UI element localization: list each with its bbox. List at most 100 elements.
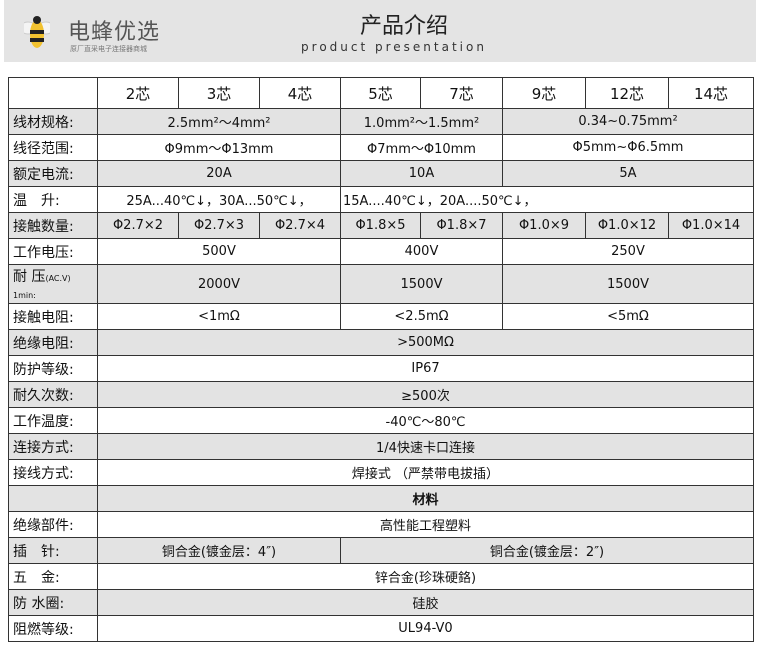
table-row: 阻燃等级: UL94-V0 — [8, 615, 754, 642]
spec-value: 15A....40℃↓，20A....50℃↓， — [340, 186, 754, 213]
brand-name: 电蜂优选 — [68, 20, 161, 45]
spec-value: <5mΩ — [502, 303, 754, 330]
row-label-text: 工作温度: — [13, 413, 74, 430]
row-label-text: 接触电阻: — [13, 309, 74, 326]
table-row: 材料 — [8, 485, 754, 512]
row-label-text: 绝缘部件: — [13, 517, 74, 534]
spec-value: IP67 — [97, 355, 754, 382]
bee-icon — [24, 16, 50, 48]
spec-value: 铜合金(镀金层：2″) — [340, 537, 754, 564]
row-label-text: 插 针: — [13, 543, 60, 560]
spec-value: 硅胶 — [97, 589, 754, 616]
table-row: 连接方式: 1/4快速卡口连接 — [8, 433, 754, 460]
spec-value: 500V — [97, 238, 341, 265]
row-label-text: 接线方式: — [13, 465, 74, 482]
row-label: 接触电阻: — [8, 303, 98, 330]
spec-table: 2芯 3芯 4芯 5芯 7芯 9芯 12芯 14芯 线材规格: 2.5mm²～4mm² 1.0mm²… — [8, 77, 754, 642]
table-row: 额定电流: 20A 10A 5A — [8, 160, 754, 187]
row-label: 绝缘电阻: — [8, 329, 98, 356]
column-header: 2芯 — [97, 77, 179, 109]
table-row: 耐久次数: ≥500次 — [8, 381, 754, 408]
table-row: 工作温度: -40℃～80℃ — [8, 407, 754, 434]
row-label: 工作电压: — [8, 238, 98, 265]
row-label: 插 针: — [8, 537, 98, 564]
spec-value: Φ1.0×12 — [585, 212, 669, 239]
spec-value: <1mΩ — [97, 303, 341, 330]
row-label-text: 线径范围: — [13, 140, 74, 157]
spec-value: 2000V — [97, 264, 341, 304]
page-title: 产品介绍 — [359, 14, 448, 39]
spec-value: -40℃～80℃ — [97, 407, 754, 434]
spec-value: 铜合金(镀金层：4″) — [97, 537, 341, 564]
row-label-text: 耐久次数: — [13, 387, 74, 404]
column-header: 4芯 — [259, 77, 341, 109]
spec-value: 1.0mm²～1.5mm² — [340, 108, 503, 135]
spec-value: Φ1.8×5 — [340, 212, 421, 239]
table-row: 接触电阻: <1mΩ <2.5mΩ <5mΩ — [8, 303, 754, 330]
row-label-text: 绝缘电阻: — [13, 335, 74, 352]
table-row: 耐 压(AC.V) 1min: 2000V 1500V 1500V — [8, 264, 754, 304]
row-label-text: 工作电压: — [13, 244, 74, 261]
row-label: 耐久次数: — [8, 381, 98, 408]
row-label-text: 线材规格: — [13, 114, 74, 131]
spec-value: 10A — [340, 160, 503, 187]
row-label-text: 接触数量: — [13, 218, 74, 235]
spec-value: 0.34~0.75mm² — [502, 108, 754, 135]
spec-value: 400V — [340, 238, 503, 265]
table-row: 温 升: 25A...40℃↓，30A...50℃↓， 15A....40℃↓，20… — [8, 186, 754, 213]
spec-value: Φ2.7×3 — [178, 212, 260, 239]
spec-value: Φ2.7×2 — [97, 212, 179, 239]
column-header: 7芯 — [420, 77, 503, 109]
spec-value: Φ9mm～Φ13mm — [97, 134, 341, 161]
table-header-row: 2芯 3芯 4芯 5芯 7芯 9芯 12芯 14芯 — [8, 77, 754, 109]
brand-slogan: 原厂直采电子连接器商城 — [70, 45, 147, 53]
row-label-note: (AC.V) — [45, 274, 71, 283]
header-banner: 电蜂优选 原厂直采电子连接器商城 产品介绍 product presentati… — [4, 0, 756, 62]
spec-value: 高性能工程塑料 — [97, 511, 754, 538]
spec-value: <2.5mΩ — [340, 303, 503, 330]
row-label: 绝缘部件: — [8, 511, 98, 538]
spec-value: 2.5mm²～4mm² — [97, 108, 341, 135]
page-subtitle: product presentation — [301, 40, 487, 54]
row-label: 五 金: — [8, 563, 98, 590]
spec-value: Φ1.0×14 — [668, 212, 754, 239]
row-label-text: 防 水圈: — [13, 595, 65, 612]
row-label: 连接方式: — [8, 433, 98, 460]
spec-value: 5A — [502, 160, 754, 187]
spec-value: 1500V — [340, 264, 503, 304]
spec-value: 焊接式 （严禁带电拔插） — [97, 459, 754, 486]
column-header: 9芯 — [502, 77, 586, 109]
table-row: 线径范围: Φ9mm～Φ13mm Φ7mm～Φ10mm Φ5mm~Φ6.5mm — [8, 134, 754, 161]
row-label-sub: 1min: — [13, 291, 36, 300]
spec-value: >500MΩ — [97, 329, 754, 356]
spec-value: 1/4快速卡口连接 — [97, 433, 754, 460]
row-label: 线径范围: — [8, 134, 98, 161]
section-title: 材料 — [97, 485, 754, 512]
spec-value: 250V — [502, 238, 754, 265]
table-row: 接线方式: 焊接式 （严禁带电拔插） — [8, 459, 754, 486]
row-label-text: 五 金: — [13, 569, 60, 586]
row-label: 防 水圈: — [8, 589, 98, 616]
row-label: 额定电流: — [8, 160, 98, 187]
spec-value: 锌合金(珍珠硬鉻) — [97, 563, 754, 590]
table-row: 绝缘部件: 高性能工程塑料 — [8, 511, 754, 538]
row-label-text: 连接方式: — [13, 439, 74, 456]
row-label — [8, 485, 98, 512]
row-label-text: 防护等级: — [13, 361, 74, 378]
row-label: 接线方式: — [8, 459, 98, 486]
spec-value: Φ1.0×9 — [502, 212, 586, 239]
column-header: 3芯 — [178, 77, 260, 109]
spec-value: 20A — [97, 160, 341, 187]
table-row: 防 水圈: 硅胶 — [8, 589, 754, 616]
spec-value: Φ2.7×4 — [259, 212, 341, 239]
row-label-text: 温 升: — [13, 192, 60, 209]
column-header: 14芯 — [668, 77, 754, 109]
row-label: 耐 压(AC.V) 1min: — [8, 264, 98, 304]
spec-value: ≥500次 — [97, 381, 754, 408]
table-row: 线材规格: 2.5mm²～4mm² 1.0mm²～1.5mm² 0.34~0.75mm… — [8, 108, 754, 135]
logo: 电蜂优选 原厂直采电子连接器商城 — [12, 6, 162, 56]
row-label-text: 阻燃等级: — [13, 621, 74, 638]
row-label: 温 升: — [8, 186, 98, 213]
row-label: 阻燃等级: — [8, 615, 98, 642]
column-header: 5芯 — [340, 77, 421, 109]
